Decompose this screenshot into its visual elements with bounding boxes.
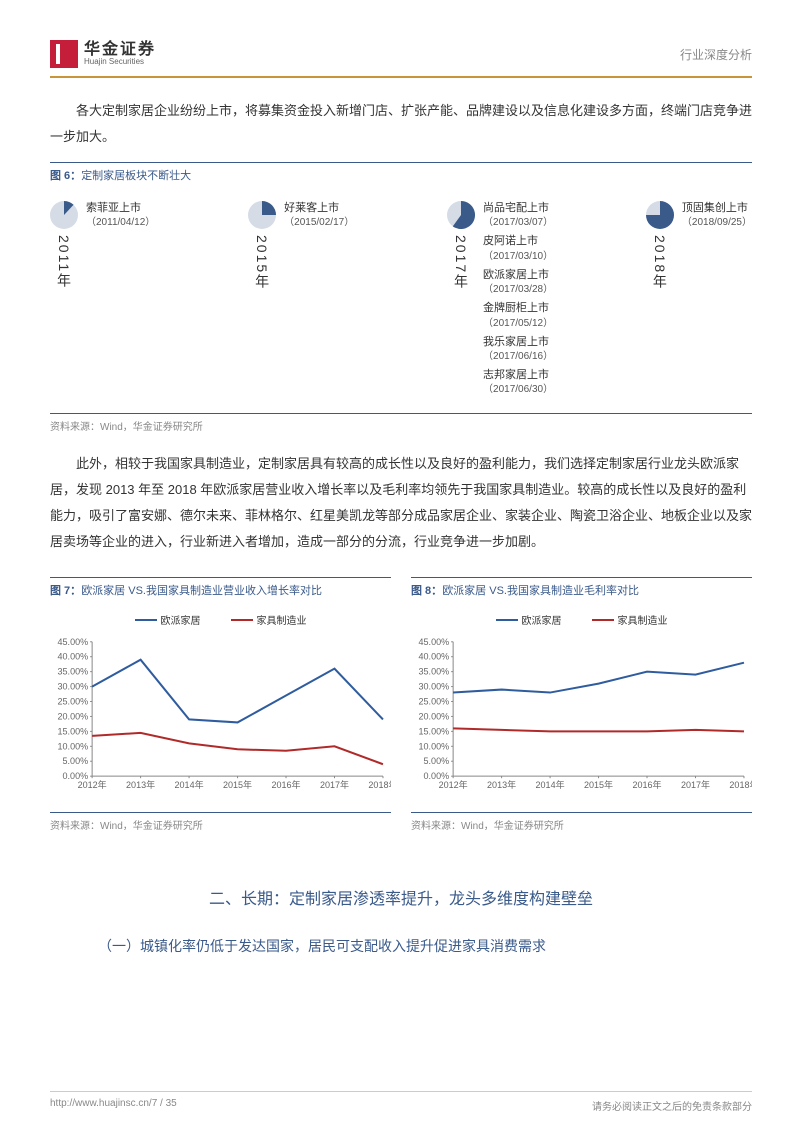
- svg-text:20.00%: 20.00%: [419, 712, 450, 722]
- logo-cn: 华金证券: [84, 42, 156, 58]
- svg-text:10.00%: 10.00%: [419, 742, 450, 752]
- svg-text:2016年: 2016年: [632, 780, 661, 791]
- page-header: 华金证券 Huajin Securities 行业深度分析: [50, 40, 752, 78]
- svg-text:25.00%: 25.00%: [58, 697, 89, 707]
- pie-icon: [447, 201, 475, 229]
- pie-icon: [248, 201, 276, 229]
- svg-text:2016年: 2016年: [271, 780, 300, 791]
- timeline-col: 2017年尚品宅配上市（2017/03/07） 皮阿诺上市（2017/03/10）…: [447, 201, 553, 397]
- svg-text:2015年: 2015年: [584, 780, 613, 791]
- timeline-item: 金牌厨柜上市（2017/05/12）: [483, 301, 553, 330]
- svg-text:5.00%: 5.00%: [424, 757, 450, 767]
- legend-item: 欧派家居: [135, 612, 201, 627]
- svg-text:2013年: 2013年: [126, 780, 155, 791]
- timeline-item: 欧派家居上市（2017/03/28）: [483, 268, 553, 297]
- section-2-sub: （一）城镇化率仍低于发达国家，居民可支配收入提升促进家具消费需求: [70, 931, 732, 962]
- timeline-col: 2015年好莱客上市（2015/02/17）: [248, 201, 354, 397]
- timeline-col: 2011年索菲亚上市（2011/04/12）: [50, 201, 155, 397]
- svg-text:2018年: 2018年: [368, 780, 391, 791]
- legend-item: 欧派家居: [496, 612, 562, 627]
- fig6-source: 资料来源：Wind，华金证券研究所: [50, 413, 752, 433]
- fig8-chart: 欧派家居家具制造业 0.00%5.00%10.00%15.00%20.00%25…: [411, 606, 752, 806]
- timeline-year: 2011年: [54, 235, 74, 289]
- timeline-item: 我乐家居上市（2017/06/16）: [483, 335, 553, 364]
- timeline-year: 2017年: [451, 235, 471, 290]
- svg-text:2012年: 2012年: [439, 780, 468, 791]
- svg-text:2012年: 2012年: [78, 780, 107, 791]
- timeline-item: 尚品宅配上市（2017/03/07）: [483, 201, 553, 230]
- paragraph-1: 各大定制家居企业纷纷上市，将募集资金投入新增门店、扩张产能、品牌建设以及信息化建…: [50, 98, 752, 150]
- svg-text:45.00%: 45.00%: [58, 637, 89, 647]
- section-2-heading: 二、长期：定制家居渗透率提升，龙头多维度构建壁垒: [50, 885, 752, 909]
- logo-icon: [50, 40, 78, 68]
- fig7-source: 资料来源：Wind，华金证券研究所: [50, 812, 391, 832]
- svg-text:30.00%: 30.00%: [419, 682, 450, 692]
- paragraph-2: 此外，相较于我国家具制造业，定制家居具有较高的成长性以及良好的盈利能力，我们选择…: [50, 451, 752, 555]
- logo: 华金证券 Huajin Securities: [50, 40, 156, 68]
- svg-text:30.00%: 30.00%: [58, 682, 89, 692]
- timeline-item: 顶固集创上市（2018/09/25）: [682, 201, 752, 230]
- svg-text:35.00%: 35.00%: [58, 667, 89, 677]
- page-footer: http://www.huajinsc.cn/7 / 35 请务必阅读正文之后的…: [50, 1091, 752, 1113]
- logo-en: Huajin Securities: [84, 58, 156, 66]
- timeline-col: 2018年顶固集创上市（2018/09/25）: [646, 201, 752, 397]
- svg-text:2014年: 2014年: [175, 780, 204, 791]
- svg-text:25.00%: 25.00%: [419, 697, 450, 707]
- svg-text:15.00%: 15.00%: [58, 727, 89, 737]
- timeline-year: 2018年: [650, 235, 670, 290]
- timeline-item: 皮阿诺上市（2017/03/10）: [483, 234, 553, 263]
- svg-text:5.00%: 5.00%: [63, 757, 89, 767]
- pie-icon: [50, 201, 78, 229]
- svg-text:15.00%: 15.00%: [419, 727, 450, 737]
- fig8-title: 图 8：欧派家居 VS.我国家具制造业毛利率对比: [411, 577, 752, 598]
- svg-text:2015年: 2015年: [223, 780, 252, 791]
- svg-text:10.00%: 10.00%: [58, 742, 89, 752]
- fig7-title: 图 7：欧派家居 VS.我国家具制造业营业收入增长率对比: [50, 577, 391, 598]
- footer-disclaimer: 请务必阅读正文之后的免责条款部分: [592, 1098, 752, 1113]
- timeline-item: 好莱客上市（2015/02/17）: [284, 201, 354, 230]
- footer-url: http://www.huajinsc.cn/7 / 35: [50, 1098, 177, 1113]
- timeline-year: 2015年: [252, 235, 272, 290]
- pie-icon: [646, 201, 674, 229]
- timeline-item: 志邦家居上市（2017/06/30）: [483, 368, 553, 397]
- svg-text:20.00%: 20.00%: [58, 712, 89, 722]
- timeline-item: 索菲亚上市（2011/04/12）: [86, 201, 155, 230]
- fig8-source: 资料来源：Wind，华金证券研究所: [411, 812, 752, 832]
- svg-text:2014年: 2014年: [536, 780, 565, 791]
- svg-text:40.00%: 40.00%: [419, 652, 450, 662]
- fig7-chart: 欧派家居家具制造业 0.00%5.00%10.00%15.00%20.00%25…: [50, 606, 391, 806]
- svg-text:2013年: 2013年: [487, 780, 516, 791]
- svg-text:40.00%: 40.00%: [58, 652, 89, 662]
- legend-item: 家具制造业: [592, 612, 668, 627]
- header-category: 行业深度分析: [680, 46, 752, 63]
- fig6-timeline: 2011年索菲亚上市（2011/04/12） 2015年好莱客上市（2015/02…: [50, 191, 752, 407]
- fig6-title: 图 6：定制家居板块不断壮大: [50, 162, 752, 183]
- svg-text:2017年: 2017年: [320, 780, 349, 791]
- svg-text:35.00%: 35.00%: [419, 667, 450, 677]
- svg-text:2017年: 2017年: [681, 780, 710, 791]
- legend-item: 家具制造业: [231, 612, 307, 627]
- svg-text:2018年: 2018年: [729, 780, 752, 791]
- svg-text:45.00%: 45.00%: [419, 637, 450, 647]
